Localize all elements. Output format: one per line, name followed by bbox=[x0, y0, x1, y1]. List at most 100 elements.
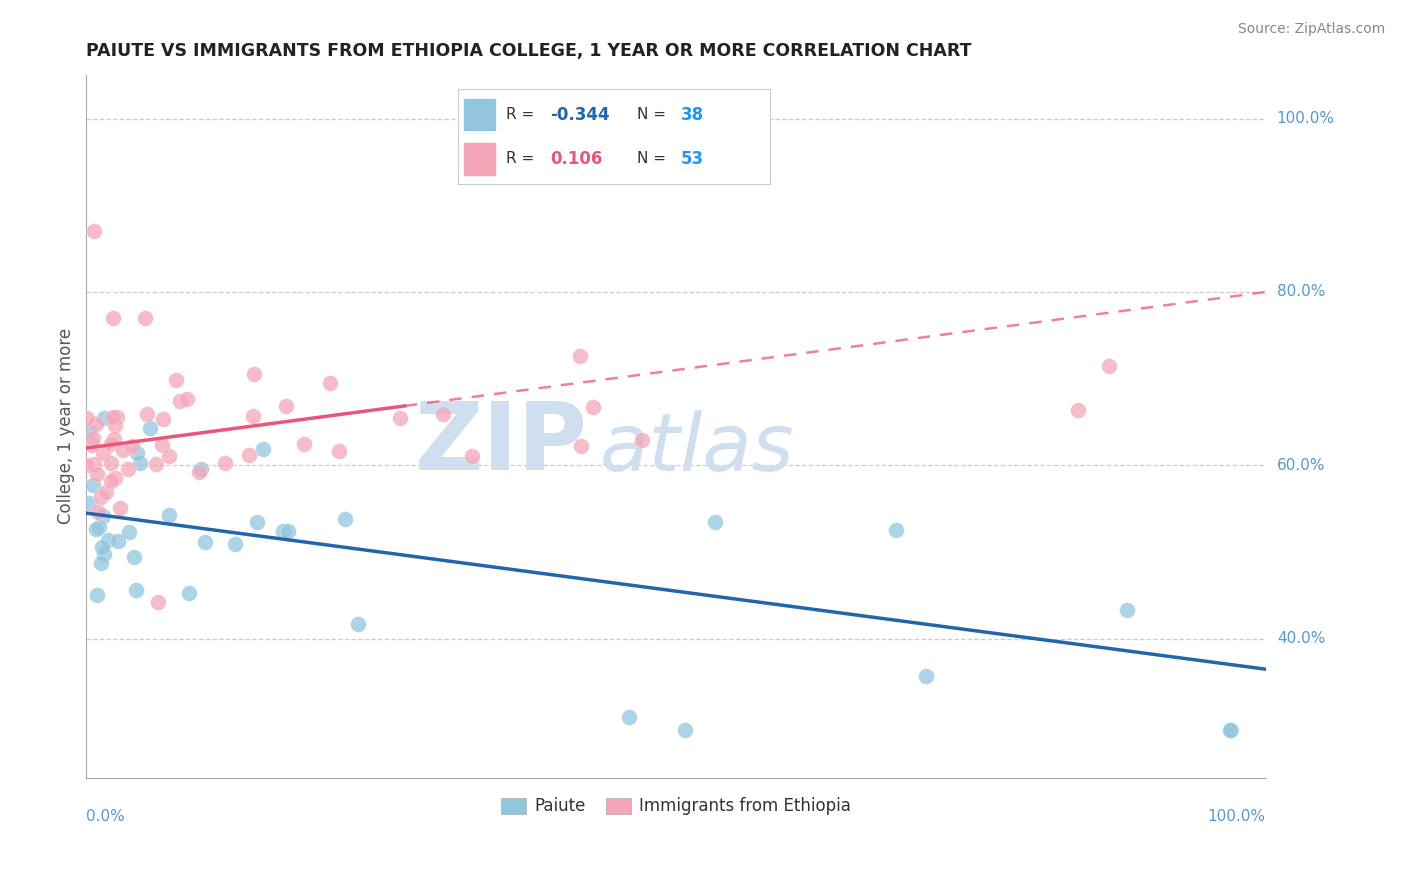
Point bbox=[157, 450, 180, 464]
Point bbox=[112, 443, 135, 458]
Point bbox=[94, 484, 117, 499]
Point bbox=[90, 540, 112, 554]
Point bbox=[335, 512, 357, 526]
Text: 100.0%: 100.0% bbox=[1208, 809, 1265, 824]
Point bbox=[328, 443, 350, 458]
Point bbox=[190, 461, 212, 475]
Point bbox=[617, 710, 640, 724]
Point bbox=[122, 550, 145, 565]
Point bbox=[107, 534, 129, 549]
Point bbox=[915, 669, 938, 683]
Point bbox=[347, 616, 370, 631]
Point bbox=[105, 409, 128, 424]
Text: ZIP: ZIP bbox=[415, 398, 588, 490]
Point bbox=[97, 533, 120, 547]
Point bbox=[169, 393, 191, 408]
Point bbox=[117, 525, 139, 540]
Point bbox=[93, 411, 115, 425]
Point bbox=[103, 311, 125, 326]
Point bbox=[91, 446, 114, 460]
Point bbox=[388, 410, 411, 425]
Point bbox=[146, 594, 169, 608]
Point bbox=[87, 505, 110, 519]
Point bbox=[86, 467, 108, 482]
Point bbox=[461, 449, 484, 463]
Point bbox=[93, 547, 115, 561]
Point bbox=[84, 522, 107, 536]
Point bbox=[252, 442, 274, 456]
Point bbox=[91, 508, 114, 523]
Point bbox=[319, 376, 342, 390]
Point bbox=[100, 437, 122, 451]
Point bbox=[86, 589, 108, 603]
Point bbox=[127, 446, 149, 460]
Point bbox=[83, 224, 105, 238]
Point bbox=[125, 582, 148, 597]
Point bbox=[884, 524, 907, 538]
Point bbox=[121, 439, 143, 453]
Point bbox=[150, 438, 173, 452]
Point bbox=[101, 409, 124, 424]
Point bbox=[569, 439, 592, 453]
Point bbox=[194, 535, 217, 549]
Text: 100.0%: 100.0% bbox=[1277, 112, 1334, 126]
Point bbox=[117, 462, 139, 476]
Point bbox=[84, 417, 107, 432]
Point bbox=[582, 401, 605, 415]
Point bbox=[129, 456, 152, 470]
Point bbox=[157, 508, 180, 522]
Point bbox=[704, 515, 727, 529]
Text: 0.0%: 0.0% bbox=[86, 809, 125, 824]
Point bbox=[673, 723, 696, 737]
Point bbox=[152, 412, 174, 426]
Point bbox=[165, 373, 187, 387]
Point bbox=[134, 311, 156, 326]
Point bbox=[100, 457, 122, 471]
Point bbox=[79, 496, 101, 510]
Point bbox=[82, 432, 104, 446]
Point bbox=[145, 457, 167, 471]
Point bbox=[87, 520, 110, 534]
Point bbox=[187, 466, 209, 480]
Point bbox=[82, 478, 104, 492]
Point bbox=[83, 457, 105, 471]
Point bbox=[242, 409, 264, 423]
Point bbox=[104, 418, 127, 433]
Point bbox=[294, 437, 316, 451]
Text: 60.0%: 60.0% bbox=[1277, 458, 1326, 473]
Point bbox=[179, 586, 201, 600]
Point bbox=[224, 537, 246, 551]
Point bbox=[90, 556, 112, 570]
Point bbox=[432, 408, 454, 422]
Point bbox=[271, 524, 294, 539]
Point bbox=[277, 524, 299, 538]
Point bbox=[90, 490, 112, 504]
Point bbox=[1067, 402, 1090, 417]
Point bbox=[77, 424, 100, 438]
Text: PAIUTE VS IMMIGRANTS FROM ETHIOPIA COLLEGE, 1 YEAR OR MORE CORRELATION CHART: PAIUTE VS IMMIGRANTS FROM ETHIOPIA COLLE… bbox=[86, 42, 972, 60]
Point bbox=[1219, 723, 1241, 737]
Legend: Paiute, Immigrants from Ethiopia: Paiute, Immigrants from Ethiopia bbox=[495, 790, 858, 822]
Point bbox=[569, 350, 592, 364]
Point bbox=[242, 367, 264, 381]
Point bbox=[139, 421, 162, 435]
Point bbox=[274, 399, 297, 413]
Point bbox=[104, 471, 127, 485]
Point bbox=[1220, 723, 1243, 737]
Text: 40.0%: 40.0% bbox=[1277, 632, 1324, 647]
Point bbox=[214, 456, 236, 470]
Point bbox=[238, 448, 260, 462]
Point bbox=[100, 474, 122, 488]
Point bbox=[108, 500, 131, 515]
Text: Source: ZipAtlas.com: Source: ZipAtlas.com bbox=[1237, 22, 1385, 37]
Point bbox=[176, 392, 198, 407]
Point bbox=[1098, 359, 1121, 374]
Point bbox=[76, 411, 98, 425]
Point bbox=[76, 458, 98, 472]
Point bbox=[1115, 602, 1137, 616]
Point bbox=[103, 432, 125, 446]
Point bbox=[135, 407, 157, 421]
Point bbox=[630, 434, 652, 448]
Text: atlas: atlas bbox=[599, 409, 794, 488]
Text: 80.0%: 80.0% bbox=[1277, 285, 1324, 300]
